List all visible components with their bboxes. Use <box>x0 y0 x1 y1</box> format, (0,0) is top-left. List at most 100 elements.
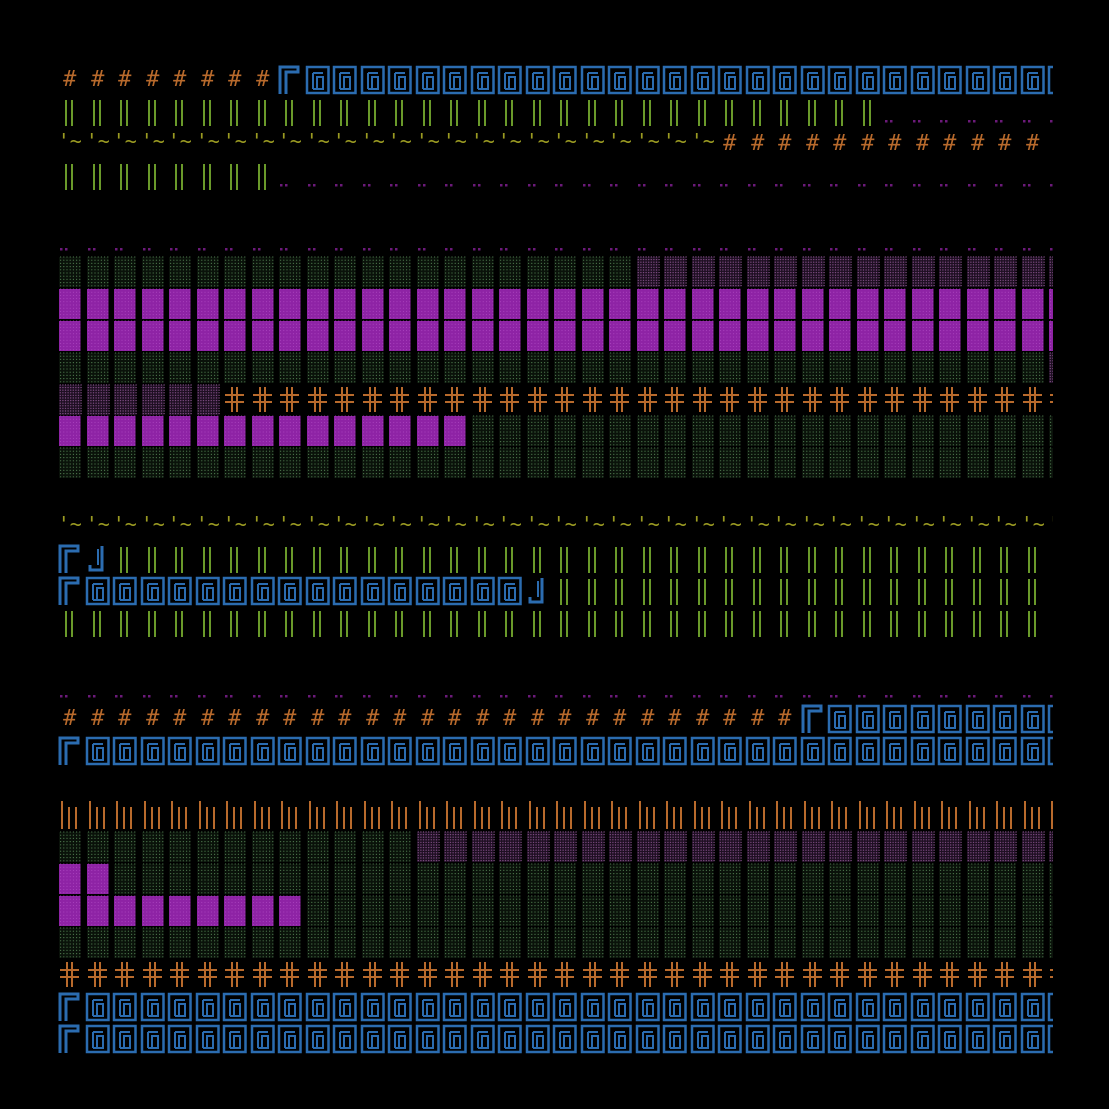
purple-stipple <box>416 831 440 862</box>
purple-dots <box>747 247 755 251</box>
green-stipple <box>554 256 576 287</box>
hash-floor: # <box>393 706 407 731</box>
water-tilde: '~ <box>608 129 632 153</box>
purple-stipple <box>801 255 825 287</box>
map-row <box>56 637 1053 673</box>
hash-floor: # <box>173 706 187 731</box>
orange-cross <box>995 386 1014 412</box>
hash-floor: # <box>531 706 545 731</box>
blue-wall-tile <box>882 992 907 1021</box>
green-double-bar <box>230 547 238 574</box>
map-row: # # # # # # # # <box>56 62 1053 98</box>
svg-text:'~: '~ <box>195 129 219 153</box>
blue-wall-tile <box>250 1024 275 1053</box>
green-stipple <box>444 863 466 894</box>
green-double-bar <box>1000 579 1008 606</box>
blue-wall-tile <box>800 65 825 95</box>
magenta-block <box>59 863 81 894</box>
map-row <box>56 957 1053 993</box>
green-stipple <box>746 447 768 479</box>
orange-cross <box>87 961 107 987</box>
purple-stipple <box>884 831 907 862</box>
hash-floor: # <box>118 706 132 731</box>
blue-wall-tile <box>965 736 990 766</box>
green-double-bar <box>670 611 678 638</box>
green-stipple <box>499 351 521 383</box>
blue-wall-tile <box>910 65 935 95</box>
green-stipple <box>361 447 383 479</box>
map-row <box>56 158 1053 194</box>
green-double-bar <box>505 611 513 638</box>
water-tilde: '~ <box>443 512 467 536</box>
water-tilde: '~ <box>140 129 164 153</box>
blue-wall-tile <box>360 1024 385 1053</box>
svg-text:#: # <box>888 131 902 156</box>
blue-wall-tile <box>910 736 935 766</box>
purple-stipple <box>636 255 660 287</box>
magenta-block <box>719 320 741 351</box>
water-tilde: '~ <box>745 512 769 536</box>
water-tilde: '~ <box>443 129 467 153</box>
orange-cross <box>637 386 657 412</box>
purple-stipple <box>664 255 687 287</box>
green-stipple <box>664 351 686 383</box>
green-stipple <box>416 863 438 894</box>
green-stipple <box>1049 895 1053 926</box>
green-double-bar <box>697 99 706 126</box>
green-stipple <box>746 895 768 926</box>
water-tilde: '~ <box>1020 512 1044 536</box>
water-tilde: '~ <box>113 512 137 536</box>
green-stipple <box>719 415 741 447</box>
blue-wall-tile <box>525 736 550 766</box>
magenta-block <box>746 288 768 319</box>
magenta-block <box>444 288 466 319</box>
orange-pillar <box>556 800 572 829</box>
orange-cross <box>830 386 849 412</box>
blue-wall-tile <box>470 576 495 606</box>
blue-wall-tile <box>305 736 330 766</box>
orange-cross <box>362 386 382 412</box>
magenta-block <box>911 320 933 351</box>
green-double-bar <box>670 579 678 606</box>
green-stipple <box>86 447 108 479</box>
green-stipple <box>251 351 273 383</box>
green-stipple <box>334 447 356 479</box>
magenta-block <box>279 320 301 351</box>
green-stipple <box>829 415 851 447</box>
orange-pillar <box>748 800 765 829</box>
magenta-block <box>361 288 383 319</box>
blue-wall-tile <box>277 576 302 606</box>
green-stipple <box>581 895 603 926</box>
purple-stipple <box>114 383 137 415</box>
orange-cross <box>197 961 217 987</box>
magenta-block <box>251 288 273 319</box>
water-tilde: '~ <box>140 512 164 536</box>
hash-floor: # <box>751 706 765 731</box>
green-stipple <box>169 863 191 894</box>
green-stipple <box>526 415 548 447</box>
magenta-block <box>361 415 383 447</box>
green-stipple <box>416 895 438 926</box>
purple-dots <box>995 695 1003 698</box>
blue-wall-tile <box>222 576 247 606</box>
green-double-bar <box>807 99 816 126</box>
purple-dots <box>500 247 508 251</box>
blue-wall-tile <box>827 736 852 766</box>
blue-wall-tile <box>360 992 385 1021</box>
green-double-bar <box>642 547 651 574</box>
orange-pillar <box>803 800 820 829</box>
map-row <box>56 413 1053 449</box>
hash-floor: # <box>118 67 132 92</box>
blue-wall-tile <box>662 992 687 1021</box>
blue-wall-tile <box>305 992 330 1021</box>
blue-wall-tile <box>470 736 495 766</box>
magenta-block <box>966 320 988 351</box>
green-double-bar <box>862 547 871 574</box>
purple-dots <box>747 695 755 698</box>
blue-wall-tile <box>167 736 192 766</box>
blue-wall-tile <box>387 576 412 606</box>
map-row <box>56 222 1053 258</box>
purple-dots <box>830 695 838 698</box>
green-stipple <box>224 351 246 383</box>
purple-dots <box>472 695 480 698</box>
